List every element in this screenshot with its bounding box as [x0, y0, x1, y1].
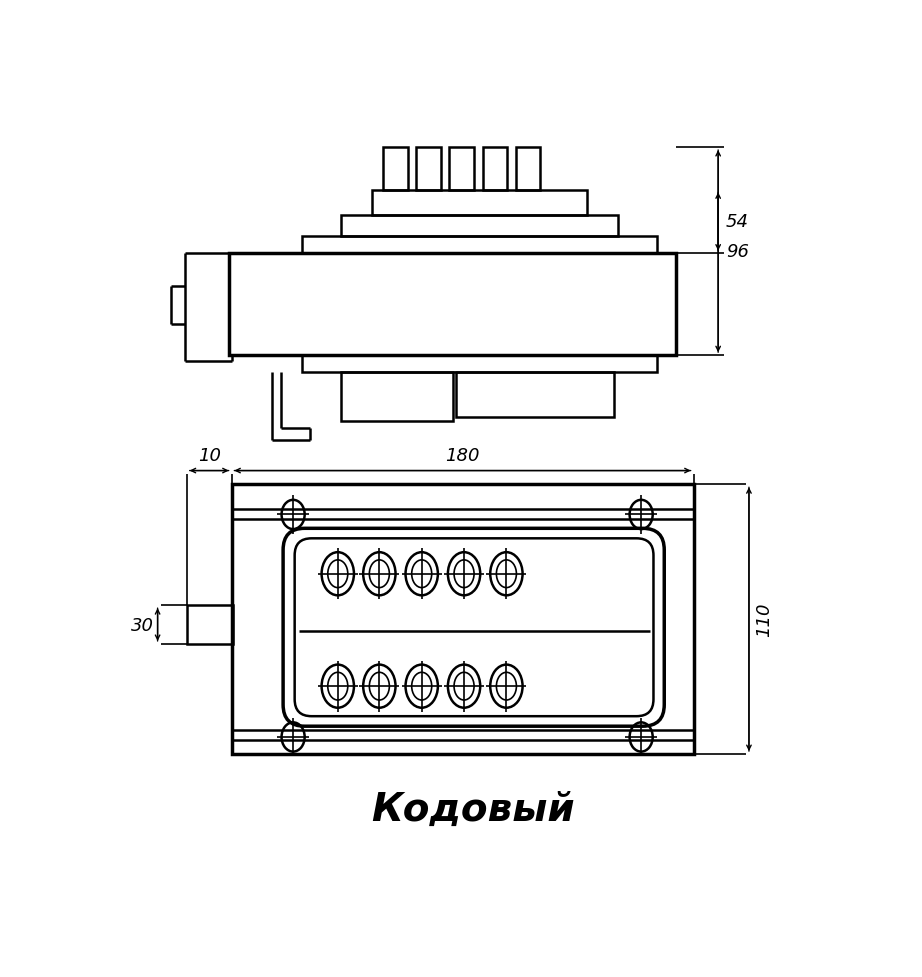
Bar — [230, 254, 676, 356]
Bar — [449, 148, 474, 191]
Text: 30: 30 — [131, 616, 154, 634]
Text: 54: 54 — [726, 213, 749, 232]
Bar — [302, 356, 656, 372]
Bar — [384, 148, 408, 191]
Bar — [302, 236, 656, 254]
Bar — [482, 148, 507, 191]
Bar — [231, 485, 693, 754]
Bar — [417, 148, 441, 191]
Text: 180: 180 — [445, 446, 479, 465]
Bar — [187, 606, 233, 644]
Text: Кодовый: Кодовый — [371, 790, 574, 828]
Text: 96: 96 — [726, 243, 749, 261]
Text: 10: 10 — [197, 446, 220, 465]
Bar — [515, 148, 540, 191]
Bar — [341, 372, 453, 421]
Bar — [341, 216, 618, 236]
Bar — [456, 372, 614, 417]
Text: 110: 110 — [755, 602, 774, 637]
Bar — [372, 191, 587, 216]
